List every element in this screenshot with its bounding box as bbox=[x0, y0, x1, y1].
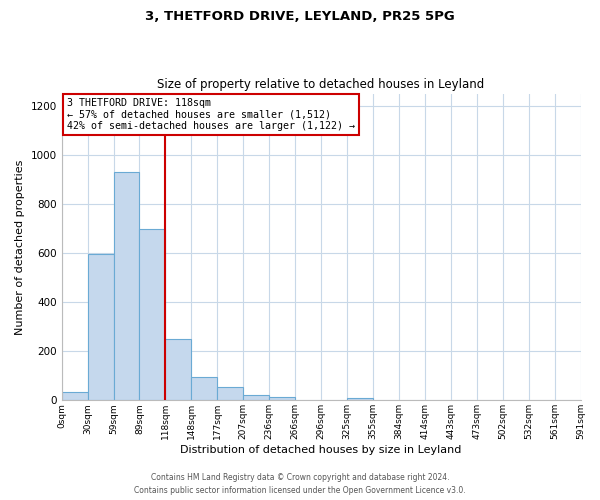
Bar bbox=[191, 377, 217, 400]
Y-axis label: Number of detached properties: Number of detached properties bbox=[15, 159, 25, 334]
Bar bbox=[62, 392, 88, 400]
X-axis label: Distribution of detached houses by size in Leyland: Distribution of detached houses by size … bbox=[181, 445, 462, 455]
Text: 3, THETFORD DRIVE, LEYLAND, PR25 5PG: 3, THETFORD DRIVE, LEYLAND, PR25 5PG bbox=[145, 10, 455, 23]
Bar bbox=[217, 387, 243, 400]
Bar bbox=[269, 398, 295, 400]
Bar bbox=[139, 228, 166, 400]
Bar bbox=[243, 396, 269, 400]
Bar bbox=[113, 172, 139, 400]
Bar bbox=[347, 398, 373, 400]
Bar bbox=[88, 254, 113, 400]
Text: 3 THETFORD DRIVE: 118sqm
← 57% of detached houses are smaller (1,512)
42% of sem: 3 THETFORD DRIVE: 118sqm ← 57% of detach… bbox=[67, 98, 355, 132]
Bar bbox=[166, 340, 191, 400]
Text: Contains HM Land Registry data © Crown copyright and database right 2024.
Contai: Contains HM Land Registry data © Crown c… bbox=[134, 474, 466, 495]
Title: Size of property relative to detached houses in Leyland: Size of property relative to detached ho… bbox=[157, 78, 485, 91]
